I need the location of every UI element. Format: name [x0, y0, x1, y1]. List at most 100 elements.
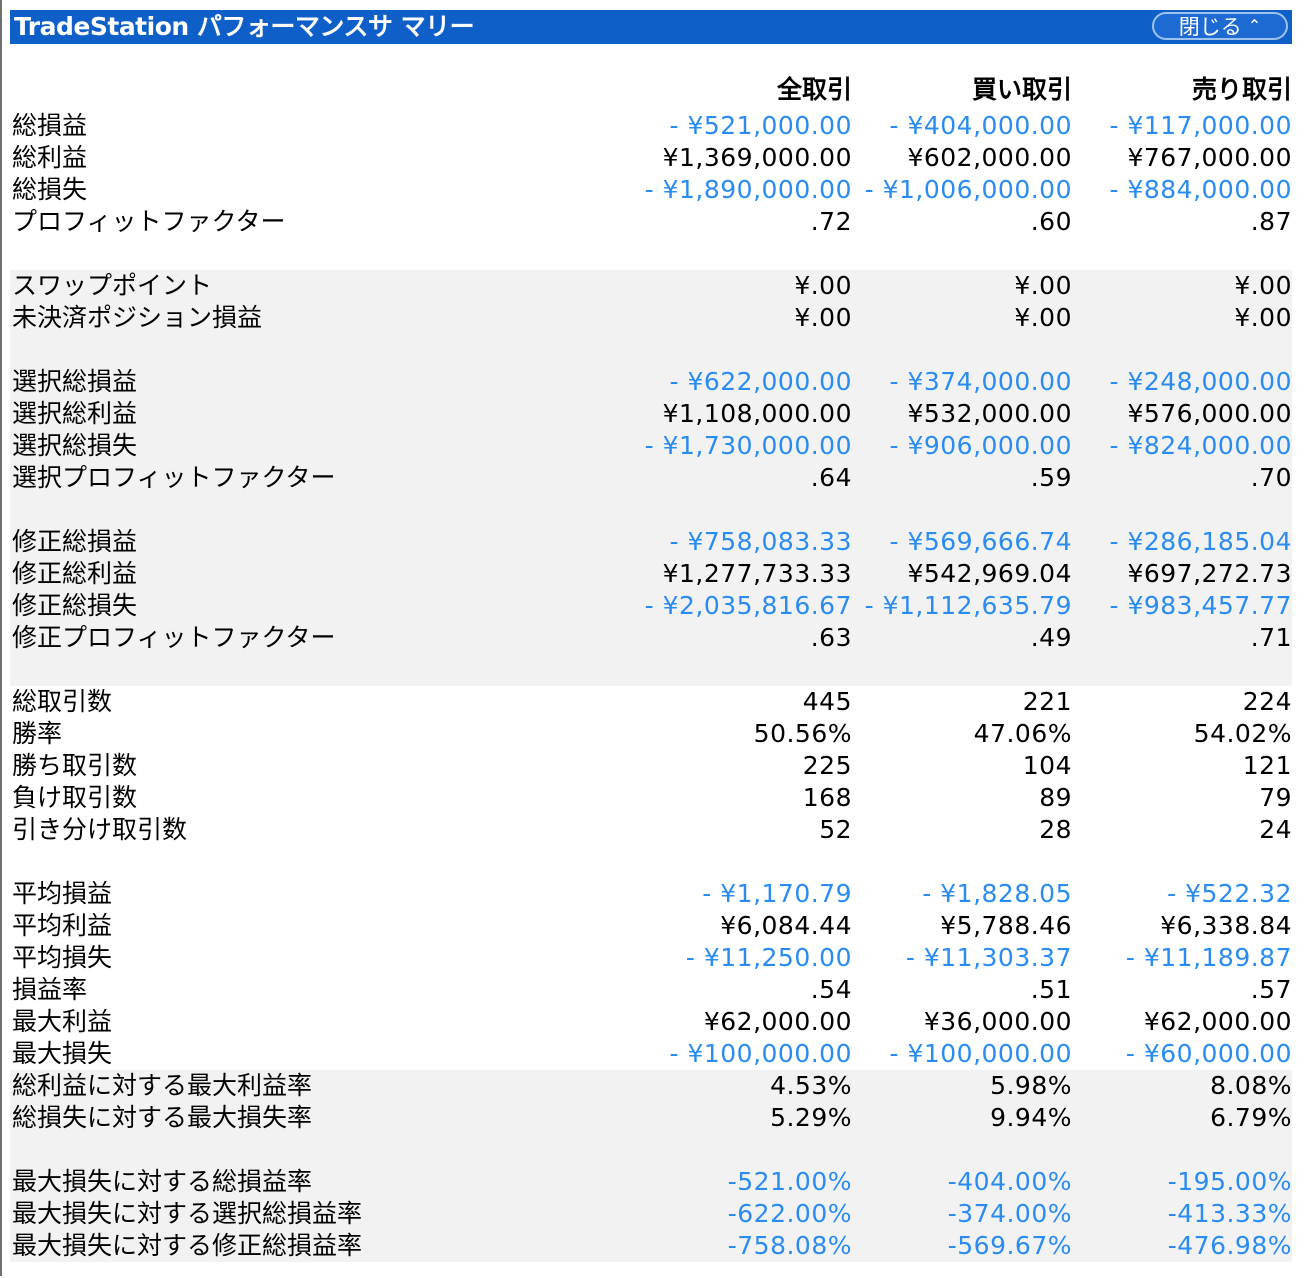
row-value: - ¥11,303.37	[905, 943, 1072, 972]
row-value: - ¥60,000.00	[1125, 1039, 1292, 1068]
row-value: -374.00%	[947, 1199, 1072, 1228]
close-button-label: 閉じる	[1178, 15, 1242, 39]
row-value: ¥36,000.00	[923, 1007, 1072, 1036]
row-label: 未決済ポジション損益	[12, 303, 263, 332]
row-label: 引き分け取引数	[12, 815, 188, 844]
close-button[interactable]: 閉じる ⌃	[1152, 12, 1288, 40]
table-row: 総損失に対する最大損失率 5.29% 9.94% 6.79%	[0, 1102, 1310, 1134]
row-value: ¥.00	[794, 271, 852, 300]
row-value: 54.02%	[1193, 719, 1292, 748]
row-label: スワップポイント	[12, 271, 213, 300]
row-value: 104	[1022, 751, 1072, 780]
row-value: - ¥100,000.00	[669, 1039, 852, 1068]
row-label: 修正総損益	[12, 527, 138, 556]
row-value: .51	[1030, 975, 1072, 1004]
row-value: - ¥404,000.00	[889, 111, 1072, 140]
row-value: - ¥374,000.00	[889, 367, 1072, 396]
row-value: - ¥286,185.04	[1109, 527, 1292, 556]
row-value: ¥542,969.04	[907, 559, 1072, 588]
row-value: - ¥2,035,816.67	[644, 591, 852, 620]
row-label: 総損失	[12, 175, 88, 204]
row-value: 221	[1022, 687, 1072, 716]
row-label: 最大損失に対する選択総損益率	[12, 1199, 363, 1228]
row-value: ¥697,272.73	[1127, 559, 1292, 588]
table-row: 総損失 - ¥1,890,000.00 - ¥1,006,000.00 - ¥884,…	[0, 174, 1310, 206]
row-value: -758.08%	[727, 1231, 852, 1260]
row-label: 最大損失に対する修正総損益率	[12, 1231, 363, 1260]
table-row: 最大損失に対する選択総損益率 -622.00% -374.00% -413.33%	[0, 1198, 1310, 1230]
row-value: ¥62,000.00	[703, 1007, 852, 1036]
row-label: 負け取引数	[12, 783, 138, 812]
row-value: .60	[1030, 207, 1072, 236]
row-value: ¥1,369,000.00	[662, 143, 852, 172]
row-value: ¥5,788.46	[940, 911, 1072, 940]
table-row: 最大損失に対する修正総損益率 -758.08% -569.67% -476.98%	[0, 1230, 1310, 1262]
row-value: ¥1,277,733.33	[662, 559, 852, 588]
table-row	[0, 494, 1310, 526]
row-value: -622.00%	[727, 1199, 852, 1228]
table-row: 未決済ポジション損益 ¥.00 ¥.00 ¥.00	[0, 302, 1310, 334]
table-row: 総取引数 445 221 224	[0, 686, 1310, 718]
table-row: 平均損益 - ¥1,170.79 - ¥1,828.05 - ¥522.32	[0, 878, 1310, 910]
table-row	[0, 1134, 1310, 1166]
row-value: - ¥824,000.00	[1109, 431, 1292, 460]
row-value: - ¥11,250.00	[685, 943, 852, 972]
row-value: - ¥11,189.87	[1125, 943, 1292, 972]
row-label: 勝ち取引数	[12, 751, 138, 780]
table-row: 平均損失 - ¥11,250.00 - ¥11,303.37 - ¥11,189.87	[0, 942, 1310, 974]
row-value: .87	[1250, 207, 1292, 236]
row-value: 224	[1242, 687, 1292, 716]
table-row: 引き分け取引数 52 28 24	[0, 814, 1310, 846]
table-row: プロフィットファクター .72 .60 .87	[0, 206, 1310, 238]
table-row: 修正総損益 - ¥758,083.33 - ¥569,666.74 - ¥286,18…	[0, 526, 1310, 558]
row-value: - ¥117,000.00	[1109, 111, 1292, 140]
row-value: .57	[1250, 975, 1292, 1004]
row-value: 9.94%	[990, 1103, 1072, 1132]
row-value: -413.33%	[1167, 1199, 1292, 1228]
row-value: 47.06%	[973, 719, 1072, 748]
row-value: ¥.00	[794, 303, 852, 332]
row-label: 勝率	[12, 719, 63, 748]
column-header-all: 全取引	[776, 75, 852, 104]
row-value: - ¥622,000.00	[669, 367, 852, 396]
row-value: 5.29%	[770, 1103, 852, 1132]
table-row: 平均利益 ¥6,084.44 ¥5,788.46 ¥6,338.84	[0, 910, 1310, 942]
row-value: - ¥1,170.79	[702, 879, 852, 908]
row-value: 5.98%	[990, 1071, 1072, 1100]
row-value: - ¥983,457.77	[1109, 591, 1292, 620]
row-label: 総損益	[12, 111, 88, 140]
row-value: 8.08%	[1210, 1071, 1292, 1100]
row-value: 168	[802, 783, 852, 812]
table-row: 総利益に対する最大利益率 4.53% 5.98% 8.08%	[0, 1070, 1310, 1102]
table-row	[0, 654, 1310, 686]
row-value: 445	[802, 687, 852, 716]
row-value: .49	[1030, 623, 1072, 652]
row-label: 損益率	[12, 975, 88, 1004]
table-row	[0, 334, 1310, 366]
row-value: .70	[1250, 463, 1292, 492]
row-value: 6.79%	[1210, 1103, 1292, 1132]
row-value: ¥.00	[1234, 271, 1292, 300]
row-label: 総取引数	[12, 687, 113, 716]
row-value: .64	[810, 463, 852, 492]
row-value: -404.00%	[947, 1167, 1072, 1196]
table-row: 勝ち取引数 225 104 121	[0, 750, 1310, 782]
row-value: .63	[810, 623, 852, 652]
row-value: 121	[1242, 751, 1292, 780]
window-title: TradeStation パフォーマンスサ マリー	[14, 12, 475, 41]
band-swap	[10, 270, 1292, 686]
table-row	[0, 846, 1310, 878]
row-value: ¥.00	[1014, 271, 1072, 300]
table-row: 選択総損失 - ¥1,730,000.00 - ¥906,000.00 - ¥824,…	[0, 430, 1310, 462]
table-row: 損益率 .54 .51 .57	[0, 974, 1310, 1006]
row-label: 平均利益	[12, 911, 113, 940]
table-row: 選択プロフィットファクター .64 .59 .70	[0, 462, 1310, 494]
row-value: .59	[1030, 463, 1072, 492]
table-row: 選択総利益 ¥1,108,000.00 ¥532,000.00 ¥576,000.00	[0, 398, 1310, 430]
row-value: ¥767,000.00	[1127, 143, 1292, 172]
row-value: 225	[802, 751, 852, 780]
row-value: ¥602,000.00	[907, 143, 1072, 172]
row-value: -195.00%	[1167, 1167, 1292, 1196]
row-value: ¥576,000.00	[1127, 399, 1292, 428]
